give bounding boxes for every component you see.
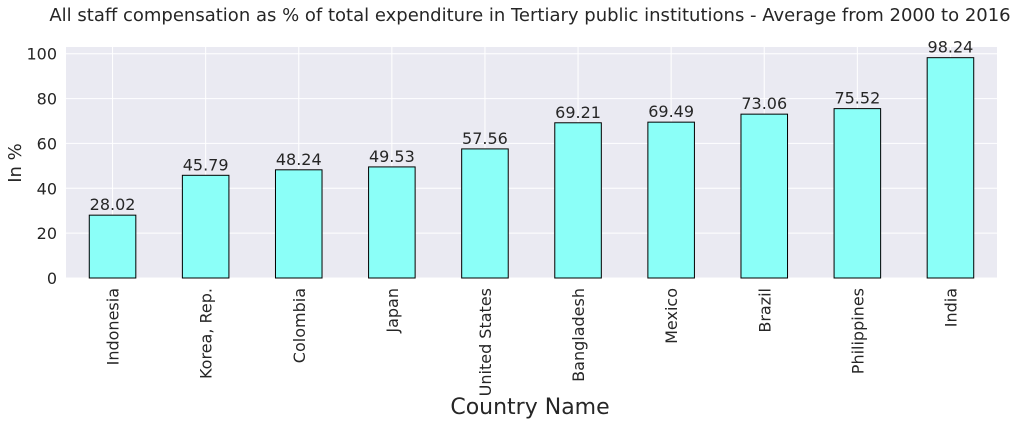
x-tick-label: Korea, Rep. bbox=[197, 288, 216, 379]
data-label: 73.06 bbox=[741, 94, 787, 113]
y-tick-label: 100 bbox=[26, 45, 57, 64]
data-label: 48.24 bbox=[276, 150, 322, 169]
bar bbox=[554, 122, 602, 279]
x-tick-label: Indonesia bbox=[104, 288, 123, 365]
bar bbox=[647, 121, 695, 279]
x-axis-label: Country Name bbox=[450, 395, 609, 420]
data-label: 69.49 bbox=[648, 102, 694, 121]
x-tick-label: Philippines bbox=[848, 288, 867, 374]
bar bbox=[88, 214, 137, 279]
data-label: 75.52 bbox=[834, 89, 880, 108]
chart-title: All staff compensation as % of total exp… bbox=[49, 5, 1010, 26]
data-label: 28.02 bbox=[90, 195, 136, 214]
x-tick-label: Colombia bbox=[290, 288, 309, 363]
x-tick-label: Mexico bbox=[662, 288, 681, 344]
data-label: 49.53 bbox=[369, 147, 415, 166]
data-label: 45.79 bbox=[183, 155, 229, 174]
bar bbox=[926, 57, 975, 279]
y-axis-label: In % bbox=[5, 143, 26, 183]
y-tick-label: 20 bbox=[37, 224, 57, 243]
x-tick-label: Brazil bbox=[755, 288, 774, 333]
data-labels: 28.02 45.79 48.24 49.53 57.56 69.21 69.49 73.06… bbox=[90, 38, 974, 214]
bars bbox=[88, 57, 975, 279]
bar bbox=[740, 113, 789, 279]
bar bbox=[833, 108, 882, 279]
y-tick-label: 60 bbox=[37, 134, 57, 153]
x-tick-label: Bangladesh bbox=[569, 288, 588, 382]
y-axis: 0 20 40 60 80 100 bbox=[26, 45, 57, 288]
x-axis: Indonesia Korea, Rep. Colombia Japan United … bbox=[104, 288, 961, 396]
bar bbox=[461, 148, 509, 279]
bar bbox=[274, 169, 323, 279]
x-tick-label: Japan bbox=[383, 288, 402, 334]
data-label: 98.24 bbox=[928, 38, 974, 57]
y-tick-label: 40 bbox=[37, 179, 57, 198]
x-tick-label: India bbox=[941, 288, 960, 327]
bar bbox=[368, 166, 416, 279]
data-label: 57.56 bbox=[462, 129, 508, 148]
x-tick-label: United States bbox=[476, 288, 495, 396]
y-tick-label: 0 bbox=[47, 269, 57, 288]
data-label: 69.21 bbox=[555, 103, 601, 122]
bar bbox=[181, 174, 230, 279]
y-tick-label: 80 bbox=[37, 90, 57, 109]
